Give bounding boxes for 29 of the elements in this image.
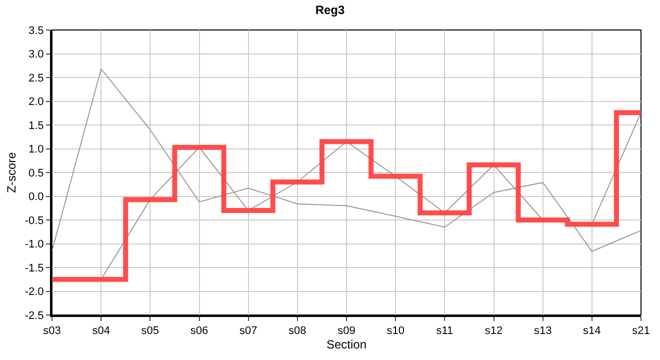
x-tick-label: s09: [338, 325, 356, 338]
x-tick-label: s13: [534, 325, 552, 338]
y-tick-label: -2.5: [24, 310, 44, 322]
x-axis-title: Section: [326, 338, 367, 352]
x-tick-label: s08: [288, 325, 306, 338]
chart-title: Reg3: [315, 2, 345, 17]
x-tick-label: s11: [436, 325, 454, 338]
x-tick-label: s14: [583, 325, 601, 338]
y-tick-label: 2.0: [28, 96, 44, 108]
x-tick-label: s21: [632, 325, 650, 338]
y-tick-label: -1.5: [24, 262, 44, 274]
y-tick-label: 0.5: [28, 167, 44, 180]
y-tick-label: -1.0: [24, 238, 44, 251]
y-tick-label: -2.0: [24, 286, 44, 298]
y-tick-label: 3.5: [28, 24, 44, 37]
x-tick-label: s06: [190, 325, 208, 338]
x-tick-label: s10: [386, 325, 404, 338]
x-tick-label: s07: [239, 325, 258, 338]
y-tick-label: 1.0: [28, 144, 44, 156]
x-tick-label: s04: [92, 325, 110, 338]
y-tick-label: 0.0: [28, 191, 44, 204]
y-tick-label: 3.0: [28, 48, 44, 61]
x-tick-label: s12: [484, 325, 503, 338]
y-tick-label: 1.5: [28, 120, 44, 132]
y-axis-title: Z-score: [4, 152, 19, 193]
x-tick-label: s03: [43, 325, 61, 338]
y-tick-label: -0.5: [24, 214, 44, 227]
y-tick-label: 2.5: [28, 72, 44, 84]
x-tick-label: s05: [141, 325, 160, 338]
